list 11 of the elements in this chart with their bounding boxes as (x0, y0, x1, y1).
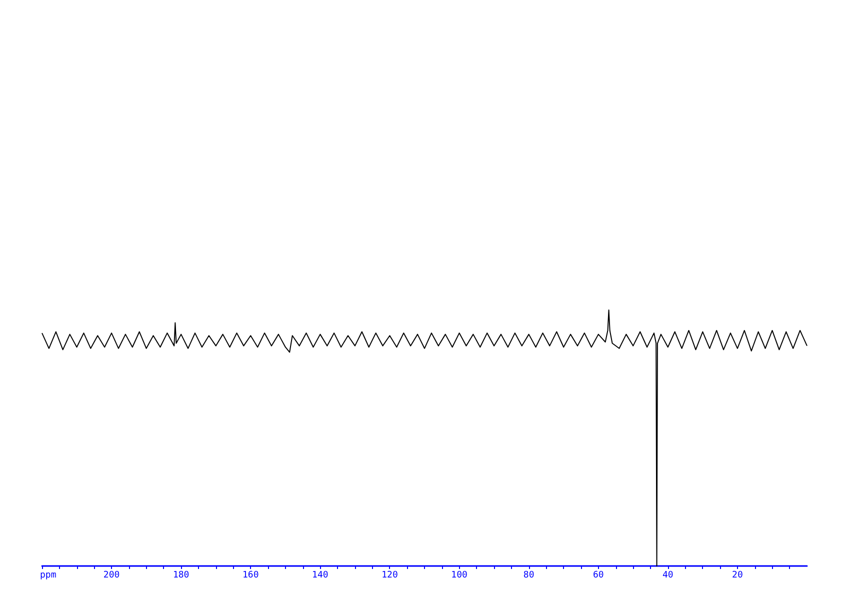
x-tick-label: 200 (103, 570, 120, 580)
x-tick-label: 180 (172, 570, 190, 580)
x-tick-label: 120 (382, 570, 398, 580)
x-tick-label: 60 (592, 570, 604, 580)
x-tick-label: 20 (732, 570, 743, 580)
x-tick-label: 40 (662, 570, 674, 580)
x-tick-label: 80 (523, 570, 534, 580)
x-tick-label: 100 (451, 570, 468, 580)
x-tick-label: 140 (312, 570, 328, 580)
x-tick-label: 160 (242, 570, 259, 580)
x-axis-title: ppm (40, 570, 56, 580)
